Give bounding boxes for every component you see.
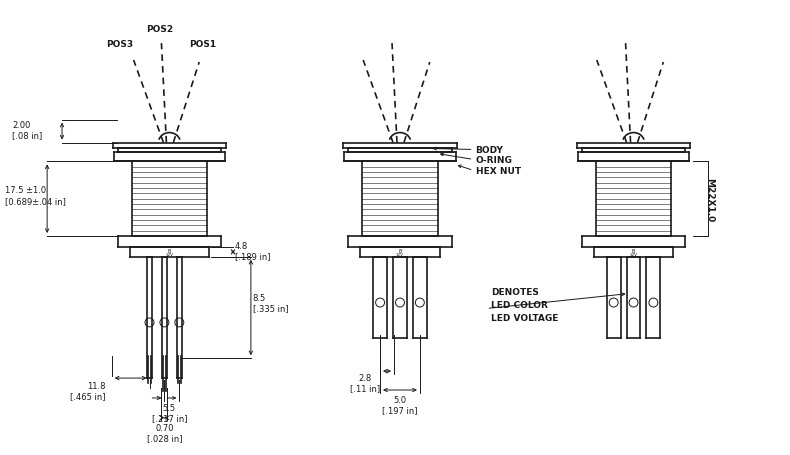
Text: 12V: 12V bbox=[165, 253, 173, 257]
Text: 2.00
[.08 in]: 2.00 [.08 in] bbox=[13, 121, 43, 140]
Text: 0.70
[.028 in]: 0.70 [.028 in] bbox=[147, 423, 182, 442]
Text: 5.5
[.217 in]: 5.5 [.217 in] bbox=[152, 403, 187, 422]
Text: O-RING: O-RING bbox=[476, 156, 513, 165]
Text: 5.0
[.197 in]: 5.0 [.197 in] bbox=[382, 395, 418, 415]
Text: POS1: POS1 bbox=[190, 40, 216, 49]
Text: B: B bbox=[398, 249, 401, 254]
Text: M22X1.0: M22X1.0 bbox=[705, 177, 715, 222]
Text: B: B bbox=[632, 249, 635, 254]
Text: 4.8
[.189 in]: 4.8 [.189 in] bbox=[235, 242, 270, 261]
Text: HEX NUT: HEX NUT bbox=[476, 167, 521, 176]
Text: POS2: POS2 bbox=[146, 25, 173, 34]
Text: 8.5
[.335 in]: 8.5 [.335 in] bbox=[253, 293, 288, 313]
Text: BODY: BODY bbox=[476, 146, 503, 155]
Text: 12V: 12V bbox=[396, 253, 404, 257]
Text: 12V: 12V bbox=[630, 253, 638, 257]
Text: 17.5 ±1.0
[0.689±.04 in]: 17.5 ±1.0 [0.689±.04 in] bbox=[6, 186, 66, 206]
Text: B: B bbox=[167, 249, 171, 254]
Text: 11.8
[.465 in]: 11.8 [.465 in] bbox=[70, 381, 106, 400]
Text: POS3: POS3 bbox=[106, 40, 134, 49]
Text: 2.8
[.11 in]: 2.8 [.11 in] bbox=[350, 373, 380, 393]
Text: DENOTES
LED COLOR
LED VOLTAGE: DENOTES LED COLOR LED VOLTAGE bbox=[491, 287, 559, 322]
